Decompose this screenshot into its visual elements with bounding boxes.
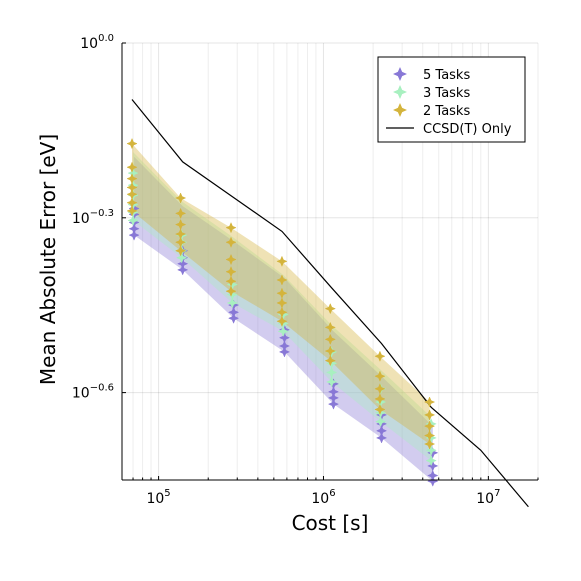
legend-label: 5 Tasks xyxy=(423,68,470,83)
data-point xyxy=(277,325,289,337)
data-point xyxy=(126,188,138,200)
data-point xyxy=(425,444,437,456)
data-point xyxy=(227,312,240,324)
data-point xyxy=(423,420,436,432)
data-point xyxy=(227,306,240,318)
data-point xyxy=(375,425,388,437)
data-point xyxy=(327,386,340,398)
legend: 5 Tasks 3 Tasks 2 Tasks CCSD(T) Only xyxy=(377,56,526,143)
data-point xyxy=(423,409,436,421)
marker-layer xyxy=(126,137,439,487)
data-point xyxy=(126,173,138,185)
data-point xyxy=(427,469,439,482)
data-point xyxy=(427,460,439,472)
data-point xyxy=(375,432,388,444)
y-tick-label: 10−0.3 xyxy=(72,208,114,227)
data-point xyxy=(278,332,291,344)
data-point xyxy=(278,340,291,352)
y-tick-label: 10−0.6 xyxy=(72,383,114,402)
legend-label: 2 Tasks xyxy=(423,104,470,119)
y-tick-label: 100.0 xyxy=(80,33,114,52)
data-point xyxy=(127,214,139,227)
axes xyxy=(121,42,539,481)
data-point xyxy=(126,137,138,150)
data-point xyxy=(423,396,436,408)
data-point xyxy=(174,207,187,220)
data-point xyxy=(324,303,336,315)
data-point xyxy=(225,285,237,297)
legend-swatch-marker xyxy=(392,84,408,100)
data-point xyxy=(324,355,336,367)
data-point xyxy=(327,398,340,410)
legend-label: CCSD(T) Only xyxy=(423,122,512,137)
data-point xyxy=(374,370,386,382)
data-point xyxy=(176,252,188,264)
data-point xyxy=(276,297,288,309)
data-point xyxy=(276,315,288,327)
data-point xyxy=(225,253,237,266)
data-point xyxy=(225,236,237,248)
data-point xyxy=(174,218,187,231)
series-2-tasks xyxy=(126,137,436,450)
ccsdt-line xyxy=(131,99,529,508)
data-point xyxy=(325,366,338,379)
data-point xyxy=(128,223,140,235)
data-point xyxy=(126,197,138,209)
tick-labels: 105 106 107 100.0 10−0.3 10−0.6 xyxy=(72,33,501,507)
data-point xyxy=(276,255,288,267)
data-point xyxy=(177,264,189,276)
data-point xyxy=(225,275,237,287)
data-point xyxy=(225,266,237,278)
data-point xyxy=(226,297,238,309)
legend-label: 3 Tasks xyxy=(423,86,470,101)
data-point xyxy=(126,161,138,173)
data-point xyxy=(276,306,288,318)
data-point xyxy=(174,236,187,248)
data-point xyxy=(126,205,138,217)
data-point xyxy=(177,258,189,270)
x-axis-title: Cost [s] xyxy=(292,511,369,535)
data-point xyxy=(374,403,386,416)
x-tick-label: 107 xyxy=(476,488,500,507)
data-point xyxy=(374,383,386,395)
x-tick-label: 105 xyxy=(146,488,170,507)
data-point xyxy=(324,321,336,334)
data-point xyxy=(374,393,386,405)
data-point xyxy=(324,345,336,357)
data-point xyxy=(174,245,187,257)
data-point xyxy=(324,333,336,346)
data-point xyxy=(325,376,338,388)
data-point xyxy=(425,454,437,467)
data-point xyxy=(276,287,288,299)
legend-swatch-marker xyxy=(392,66,408,82)
data-point xyxy=(174,228,187,240)
data-point xyxy=(128,229,140,241)
data-point xyxy=(423,438,436,450)
legend-swatch-marker xyxy=(392,102,408,118)
data-point xyxy=(174,192,187,204)
data-point xyxy=(423,429,436,442)
data-point xyxy=(126,181,138,194)
data-point xyxy=(225,222,237,234)
data-point xyxy=(374,350,386,362)
data-point xyxy=(276,274,288,286)
reference-line-layer xyxy=(131,99,529,508)
y-axis-title: Mean Absolute Error [eV] xyxy=(36,134,60,385)
data-point xyxy=(278,346,291,358)
data-point xyxy=(327,392,340,404)
data-point xyxy=(374,415,387,428)
data-point xyxy=(425,418,437,430)
x-tick-label: 106 xyxy=(311,488,335,507)
